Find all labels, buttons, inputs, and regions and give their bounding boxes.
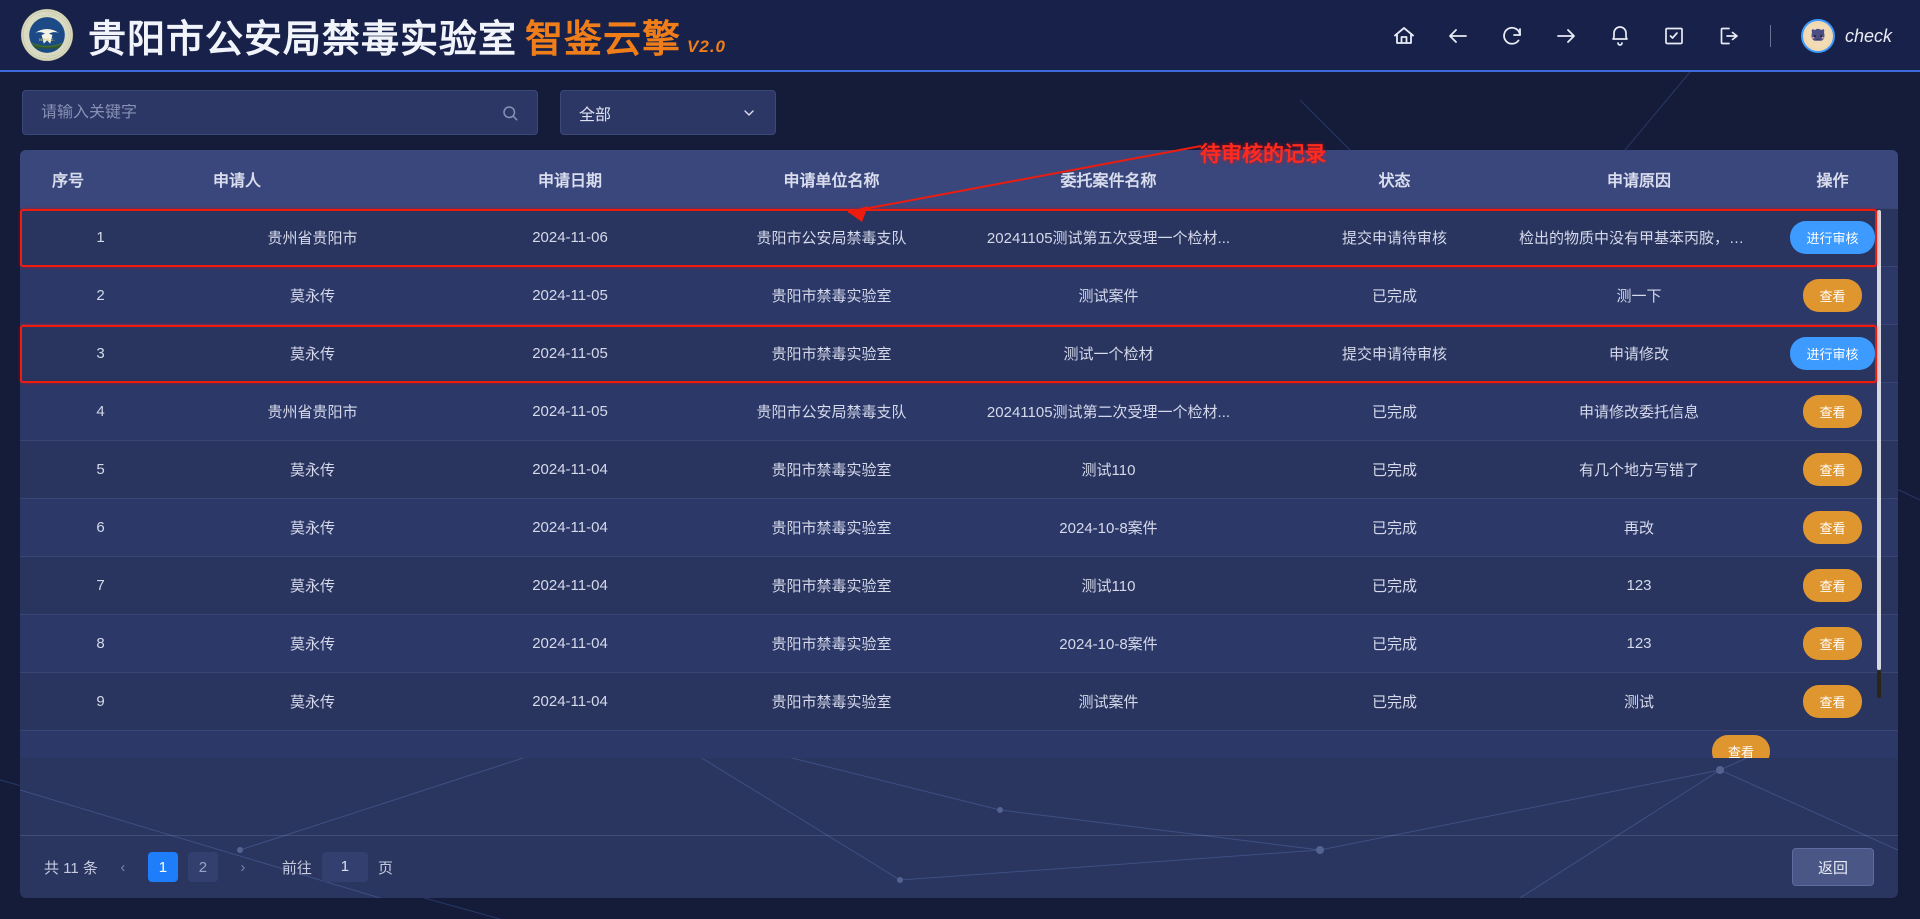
svg-text:・ ・ ・ ・ ・ ・: ・ ・ ・ ・ ・ ・	[38, 55, 56, 58]
svg-text:N.P.C.C.: N.P.C.C.	[39, 38, 55, 42]
svg-text:・ ・ ・ ・ ・ ・: ・ ・ ・ ・ ・ ・	[38, 14, 56, 17]
